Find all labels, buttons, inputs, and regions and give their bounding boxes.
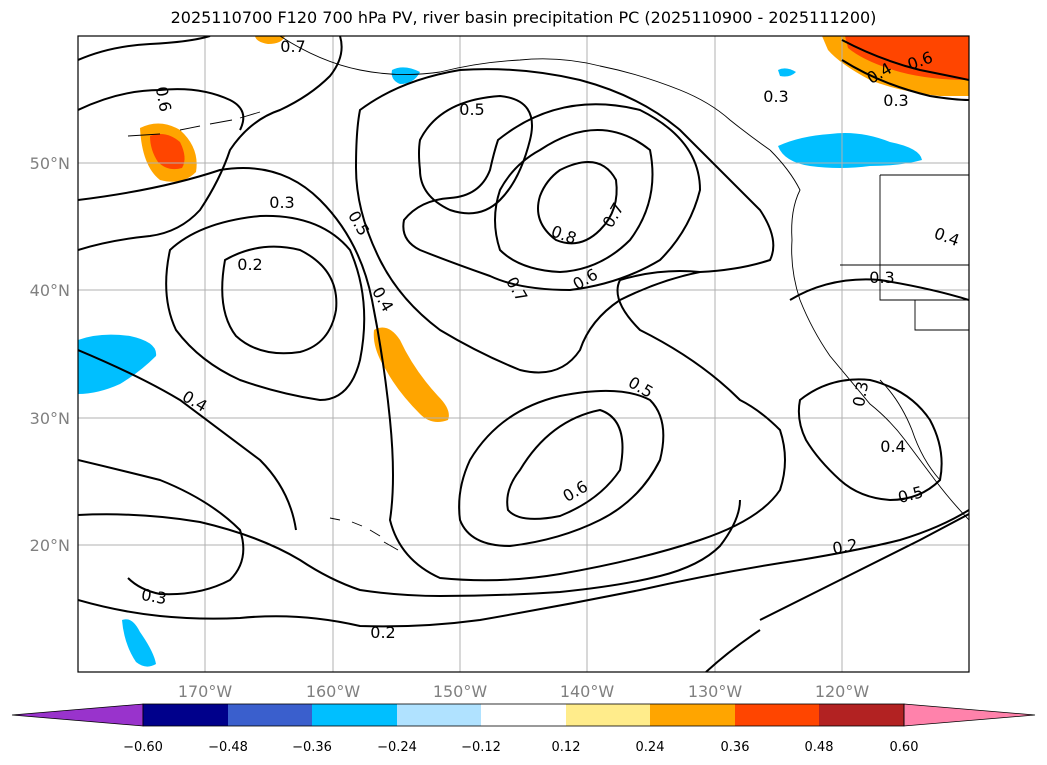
contour-0.3-west: [165, 214, 366, 402]
colorbar-tick-8: 0.36: [721, 740, 750, 755]
contour-0.5-main: [354, 68, 775, 374]
contour-east-0.2: [759, 513, 969, 621]
hawaii: [329, 517, 399, 551]
colorbar-tick-5: −0.12: [461, 740, 501, 755]
lon-label-170w: 170°W: [178, 682, 233, 701]
lat-label-20n: 20°N: [30, 536, 70, 555]
contour-0.2-south: [78, 509, 969, 628]
colorbar-extend-left: [11, 703, 144, 727]
contour-0.7-east: [494, 129, 654, 274]
contour-east-inner: [797, 378, 943, 502]
colorbar-bin-pos024: [650, 704, 735, 726]
contour-0.3-upper: [78, 88, 245, 131]
clabel-26: 0.3: [883, 91, 908, 110]
contour-bottom-right: [705, 629, 761, 672]
coastlines: [127, 36, 969, 551]
us-west-coast: [791, 239, 969, 521]
lon-label-120w: 120°W: [815, 682, 870, 701]
colorbar-bin-pos048: [819, 704, 904, 726]
clabel-19: 0.3: [140, 585, 168, 608]
pv-contours: [78, 36, 969, 672]
lat-label-50n: 50°N: [30, 154, 70, 173]
clabel-3: 0.5: [459, 100, 484, 119]
map-title: 2025110700 F120 700 hPa PV, river basin …: [170, 8, 877, 27]
contour-0.2-west: [221, 245, 338, 355]
colorbar-tick-2: −0.48: [208, 740, 248, 755]
colorbar-tick-4: −0.24: [377, 740, 417, 755]
contour-0.4-west-lower: [78, 349, 297, 531]
colorbar-tick-7: 0.24: [636, 740, 665, 755]
longitude-labels: 170°W 160°W 150°W 140°W 130°W 120°W: [178, 682, 870, 701]
shade-ak-blue2: [778, 68, 796, 77]
lon-label-130w: 130°W: [688, 682, 743, 701]
contour-ne: [841, 39, 969, 101]
shade-west-blue: [78, 334, 157, 394]
contour-0.5-north: [418, 94, 533, 215]
colorbar-bin-neg024: [312, 704, 397, 726]
contour-0.4-west: [78, 167, 786, 582]
clabel-23: 0.3: [763, 87, 788, 106]
clabel-17: 0.3: [849, 380, 872, 408]
colorbar-extend-right: [903, 703, 1036, 727]
clabel-5: 0.2: [237, 255, 262, 274]
clabel-4: 0.3: [269, 193, 294, 212]
clabel-18: 0.2: [831, 535, 859, 558]
latitude-labels: 50°N 40°N 30°N 20°N: [30, 154, 70, 555]
shade-central-streak: [373, 327, 449, 422]
lon-label-160w: 160°W: [306, 682, 361, 701]
colorbar-bin-pos012: [566, 704, 650, 726]
clabel-22: 0.2: [370, 623, 395, 642]
colorbar-bin-neg048: [143, 704, 228, 726]
colorbar-bin-neg012: [397, 704, 481, 726]
clabel-2: 0.6: [152, 85, 175, 113]
gridlines: [78, 36, 969, 672]
lat-label-30n: 30°N: [30, 409, 70, 428]
colorbar-bin-neg036: [228, 704, 312, 726]
aleutians: [127, 111, 261, 137]
colorbar-frame: [142, 703, 905, 727]
map-frame: [77, 35, 970, 673]
contour-0.3-south: [78, 459, 245, 596]
shade-west-blob-core: [150, 134, 185, 170]
shade-top-small: [255, 36, 285, 44]
colorbar-tick-10: 0.60: [890, 740, 919, 755]
contour-east-outer: [789, 278, 969, 301]
shade-ak-blue: [391, 67, 420, 84]
contour-0.5-south: [458, 389, 665, 548]
clabel-13: 0.3: [869, 268, 894, 287]
colorbar: −0.60 −0.48 −0.36 −0.24 −0.12 0.12 0.24 …: [11, 703, 1036, 755]
contour-0.3-main: [78, 36, 343, 251]
lon-label-150w: 150°W: [433, 682, 488, 701]
bc-coast: [769, 149, 801, 241]
baja-coast: [879, 379, 941, 481]
shade-sw-blue: [122, 619, 156, 667]
shaded-regions: [78, 36, 969, 667]
clabel-1: 0.7: [280, 37, 305, 56]
contour-0.6-south: [506, 408, 624, 520]
colorbar-tick-1: −0.60: [123, 740, 163, 755]
colorbar-tick-6: 0.12: [552, 740, 581, 755]
state-lines: [840, 175, 969, 331]
colorbar-tick-9: 0.48: [805, 740, 834, 755]
contour-0.8: [537, 161, 618, 245]
shade-ne-corner-core: [845, 36, 969, 80]
shade-pnw-blue: [778, 133, 922, 168]
contour-0.3-mid-south: [78, 499, 741, 598]
lon-label-140w: 140°W: [560, 682, 615, 701]
colorbar-tick-3: −0.36: [292, 740, 332, 755]
clabel-20: 0.4: [880, 437, 905, 456]
colorbar-bin-pos036: [735, 704, 819, 726]
contour-0.6-east: [402, 103, 702, 292]
alaska-coast: [279, 36, 771, 151]
colorbar-bin-zero: [481, 704, 566, 726]
map-plot-area: 0.7 0.6 0.5 0.3 0.2 0.5 0.4 0.8 0.7 0.7 …: [78, 36, 969, 672]
contour-top-west: [78, 36, 211, 61]
lat-label-40n: 40°N: [30, 281, 70, 300]
